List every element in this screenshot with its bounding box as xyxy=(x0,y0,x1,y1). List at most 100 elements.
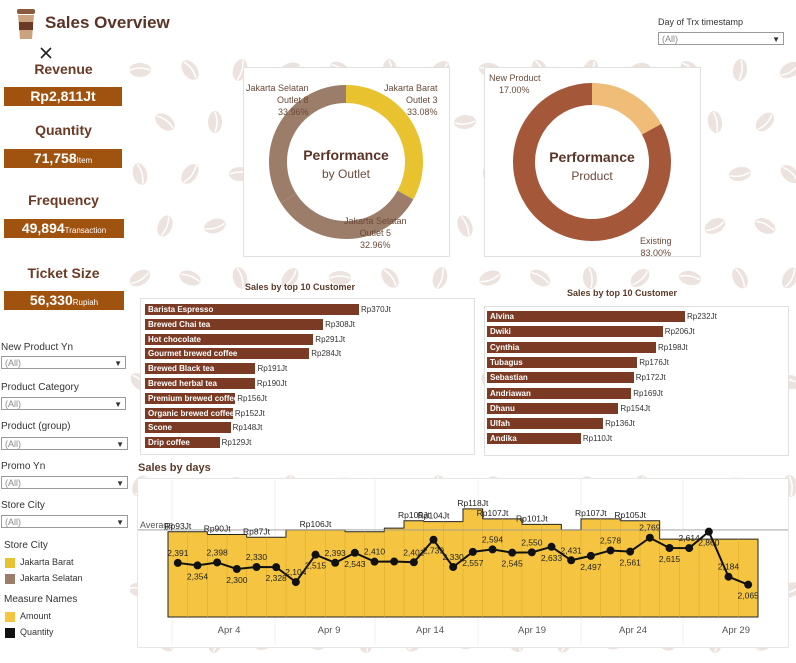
donut-slice[interactable] xyxy=(345,85,423,200)
bar-value-label: Rp129Jt xyxy=(221,438,252,448)
legend-item-amount[interactable]: Amount xyxy=(5,611,51,622)
quantity-point[interactable] xyxy=(586,551,595,560)
quantity-point[interactable] xyxy=(547,542,556,551)
filter-new-product-value: (All) xyxy=(5,358,21,368)
quantity-label: 2,330 xyxy=(443,552,465,562)
x-tick-label: Apr 4 xyxy=(218,625,241,636)
quantity-label: 2,354 xyxy=(187,571,209,581)
filter-promo-select[interactable]: (All) ▼ xyxy=(1,476,128,489)
quantity-point[interactable] xyxy=(606,546,615,555)
bar[interactable]: Sebastian xyxy=(487,372,634,384)
bar[interactable]: Brewed herbal tea xyxy=(145,378,255,389)
coffee-bean-icon xyxy=(181,164,199,184)
coffee-bean-icon xyxy=(155,113,175,131)
quantity-point[interactable] xyxy=(193,561,202,570)
quantity-point[interactable] xyxy=(370,557,379,566)
quantity-point[interactable] xyxy=(409,558,418,567)
amount-label: Rp104Jt xyxy=(418,511,450,521)
legend-item-jakarta-barat[interactable]: Jakarta Barat xyxy=(5,557,74,568)
donut-slice[interactable] xyxy=(591,83,662,135)
coffee-bean-icon xyxy=(779,61,796,79)
bar[interactable]: Alvina xyxy=(487,311,685,322)
bar[interactable]: Tubagus xyxy=(487,356,638,368)
quantity-label: 2,515 xyxy=(305,561,327,571)
bar[interactable]: Andriawan xyxy=(487,387,632,399)
coffee-bean-icon xyxy=(707,111,723,133)
legend-item-quantity[interactable]: Quantity xyxy=(5,627,54,638)
quantity-point[interactable] xyxy=(468,547,477,556)
quantity-point[interactable] xyxy=(665,544,674,552)
quantity-point[interactable] xyxy=(272,563,281,572)
coffee-bean-icon xyxy=(729,166,751,182)
bar[interactable]: Dwiki xyxy=(487,326,663,338)
quantity-point[interactable] xyxy=(429,535,438,544)
bar[interactable]: Ulfah xyxy=(487,418,604,430)
bar[interactable]: Brewed Black tea xyxy=(145,363,256,375)
donut-slice[interactable] xyxy=(280,190,414,239)
filter-new-product-select[interactable]: (All) ▼ xyxy=(1,356,126,369)
quantity-point[interactable] xyxy=(567,556,576,565)
close-icon[interactable] xyxy=(39,46,53,60)
quantity-point[interactable] xyxy=(744,580,753,589)
legend-swatch xyxy=(5,557,15,568)
legend-item-jakarta-selatan[interactable]: Jakarta Selatan xyxy=(5,573,83,584)
bar[interactable]: Premium brewed coffee xyxy=(145,392,236,404)
bar[interactable]: Organic brewed coffee xyxy=(145,407,233,419)
coffee-bean-icon xyxy=(704,218,726,234)
bar-value-label: Rp176Jt xyxy=(639,357,669,367)
quantity-point[interactable] xyxy=(488,545,497,554)
chevron-down-icon: ▼ xyxy=(116,440,124,449)
filter-product-category-select[interactable]: (All) ▼ xyxy=(1,397,126,410)
quantity-point[interactable] xyxy=(311,550,320,559)
donut-slice[interactable] xyxy=(269,85,347,204)
bar[interactable]: Drip coffee xyxy=(145,437,220,449)
quantity-point[interactable] xyxy=(527,548,536,557)
quantity-point[interactable] xyxy=(508,548,517,557)
quantity-point[interactable] xyxy=(173,558,182,567)
slice-pct: 32.96% xyxy=(360,240,391,250)
coffee-bean-icon xyxy=(132,163,148,185)
quantity-point[interactable] xyxy=(232,565,241,573)
bar[interactable]: Brewed Chai tea xyxy=(145,318,324,330)
quantity-point[interactable] xyxy=(685,544,694,553)
quantity-point[interactable] xyxy=(724,572,733,581)
quantity-point[interactable] xyxy=(331,558,340,567)
slice-name: Jakarta Selatan Outlet 8 xyxy=(246,83,309,105)
bar[interactable]: Gourmet brewed coffee xyxy=(145,348,310,360)
filter-day-of-trx-select[interactable]: (All) ▼ xyxy=(658,32,784,45)
donut-slice[interactable] xyxy=(513,83,671,241)
quantity-label: 2,431 xyxy=(561,545,583,555)
quantity-label: 2,614 xyxy=(679,533,701,543)
coffee-bean-icon xyxy=(432,267,448,289)
quantity-point[interactable] xyxy=(390,557,399,566)
quantity-point[interactable] xyxy=(350,548,359,557)
bar[interactable]: Dhanu xyxy=(487,402,619,414)
coffee-bean-icon xyxy=(179,270,201,286)
quantity-point[interactable] xyxy=(449,563,458,571)
bar-value-label: Rp370Jt xyxy=(361,305,391,314)
bar[interactable]: Hot chocolate xyxy=(145,333,314,345)
quantity-point[interactable] xyxy=(213,558,222,567)
bar[interactable]: Barista Espresso xyxy=(145,304,359,315)
sales-by-days-chart: Average Rp93Jt Rp90Jt Rp87Jt Rp106Jt Rp105Jt R… xyxy=(137,478,789,648)
x-tick-label: Apr 24 xyxy=(619,625,647,636)
quantity-point[interactable] xyxy=(704,527,713,536)
quantity-point[interactable] xyxy=(645,533,654,542)
bar-value-label: Rp232Jt xyxy=(687,312,717,321)
legend-label: Amount xyxy=(20,611,52,621)
filter-store-city-select[interactable]: (All) ▼ xyxy=(1,515,128,528)
bar[interactable]: Scone xyxy=(145,422,231,434)
bar[interactable]: Andika xyxy=(487,433,581,445)
chevron-down-icon: ▼ xyxy=(772,35,780,44)
coffee-bean-icon xyxy=(732,59,748,81)
quantity-point[interactable] xyxy=(291,578,300,587)
bar[interactable]: Cynthia xyxy=(487,341,656,353)
bar-value-label: Rp156Jt xyxy=(237,393,268,403)
amount-label: Rp105Jt xyxy=(398,510,430,520)
filter-day-of-trx-value: (All) xyxy=(662,34,678,44)
kpi-quantity-label: Quantity xyxy=(35,122,92,138)
filter-product-group-select[interactable]: (All) ▼ xyxy=(1,437,128,450)
quantity-point[interactable] xyxy=(626,547,635,556)
quantity-point[interactable] xyxy=(252,563,261,571)
